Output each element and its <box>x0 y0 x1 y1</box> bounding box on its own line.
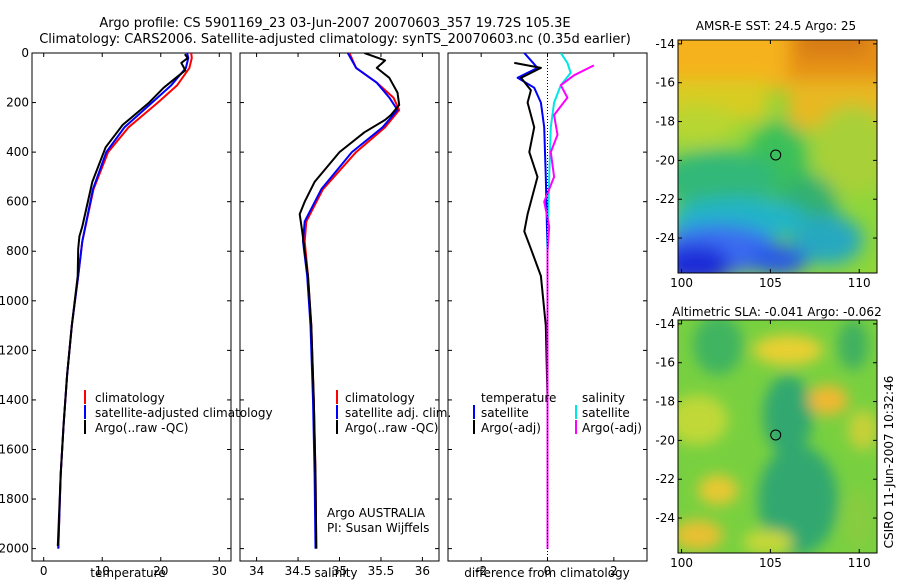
x-tick-label: 34.5 <box>285 564 312 578</box>
x-tick-label: 35 <box>332 564 347 578</box>
x-tick-label: 35.5 <box>368 564 395 578</box>
y-tick-label: -22 <box>655 192 675 206</box>
y-tick-label: -20 <box>655 153 675 167</box>
salinity-panel: 34 34.5 35 35.5 36 salinity climatology sate… <box>239 52 451 580</box>
y-tick-label: -18 <box>655 115 675 129</box>
x-tick-label: 110 <box>848 556 871 570</box>
sst-heatmap <box>678 40 877 273</box>
legend-label-satellite: satellite-adjusted climatology <box>95 406 273 420</box>
temperature-legend: climatology satellite-adjusted climatolo… <box>84 390 273 435</box>
legend-label-argo: Argo(..raw -QC) <box>95 421 188 435</box>
salinity-ticks: 34 34.5 35 35.5 36 <box>240 52 439 578</box>
series-line-climatology <box>303 53 401 549</box>
y-tick-label: -24 <box>655 231 675 245</box>
salinity-annotation-argo: Argo AUSTRALIA <box>327 506 426 520</box>
salinity-lines <box>298 53 401 549</box>
sst-ticks: -14 -16 -18 -20 -22 -24 100 105 110 <box>655 37 877 290</box>
sla-heatmap <box>678 320 877 553</box>
legend-label-temp-argo: Argo(-adj) <box>481 421 541 435</box>
y-tick-label: -24 <box>655 511 675 525</box>
credit-text: CSIRO 11-Jun-2007 10:32:46 <box>882 376 896 549</box>
sst-argo-location-marker <box>770 149 782 161</box>
y-tick-label: 600 <box>6 195 29 209</box>
salinity-xlabel: salinity <box>314 566 357 580</box>
sla-ticks: -14 -16 -18 -20 -22 -24 100 105 110 <box>655 317 877 570</box>
y-tick-label: 0 <box>21 46 29 60</box>
x-tick-label: 105 <box>759 556 782 570</box>
sla-map-title: Altimetric SLA: -0.041 Argo: -0.062 <box>672 305 881 319</box>
x-tick-label: 100 <box>670 276 693 290</box>
legend-label-sal-argo: Argo(-adj) <box>582 421 642 435</box>
y-tick-label: 1400 <box>0 393 29 407</box>
y-tick-label: -22 <box>655 472 675 486</box>
y-tick-label: 1200 <box>0 343 29 357</box>
sst-map-title: AMSR-E SST: 24.5 Argo: 25 <box>696 19 856 33</box>
series-line-temperature-argo-adj- <box>514 61 549 549</box>
figure-title-line1: Argo profile: CS 5901169_23 03-Jun-2007 … <box>99 16 570 31</box>
y-tick-label: 1600 <box>0 442 29 456</box>
sst-axes-box <box>677 39 878 274</box>
series-line-satellite-adj-clim- <box>302 53 399 549</box>
x-tick-label: 34 <box>249 564 264 578</box>
sst-map-panel: AMSR-E SST: 24.5 Argo: 25 <box>655 19 878 290</box>
legend-label-climatology: climatology <box>345 391 415 405</box>
temperature-ticks: 0 200 400 600 800 1000 1200 1400 1600 1800 2000 0 10… <box>0 46 231 578</box>
legend-title-salinity: salinity <box>582 391 625 405</box>
series-line-argo-raw-qc- <box>56 53 189 547</box>
salinity-legend: climatology satellite adj. clim. Argo(..… <box>336 390 451 435</box>
x-tick-label: 30 <box>212 564 227 578</box>
legend-label-satellite: satellite adj. clim. <box>345 406 451 420</box>
y-tick-label: 800 <box>6 244 29 258</box>
y-tick-label: -14 <box>655 317 675 331</box>
sla-argo-location-marker <box>770 429 782 441</box>
temperature-xlabel: temperature <box>90 566 165 580</box>
x-tick-label: 10 <box>95 564 110 578</box>
difference-xlabel: difference from climatology <box>464 566 630 580</box>
difference-panel: -2 0 2 difference from climatology tempera… <box>447 52 648 580</box>
y-tick-label: -16 <box>655 76 675 90</box>
x-tick-label: 0 <box>40 564 48 578</box>
difference-ticks: -2 0 2 <box>448 52 647 578</box>
x-tick-label: 2 <box>610 564 618 578</box>
difference-lines <box>514 53 595 561</box>
x-tick-label: 0 <box>544 564 552 578</box>
y-tick-label: -16 <box>655 356 675 370</box>
sla-map-panel: Altimetric SLA: -0.041 Argo: -0.062 -14-… <box>655 305 881 570</box>
y-tick-label: 1800 <box>0 492 29 506</box>
x-tick-label: -2 <box>475 564 487 578</box>
temperature-axes-box <box>31 52 232 562</box>
series-line-salinity-satellite <box>546 53 572 549</box>
y-tick-label: 1000 <box>0 294 29 308</box>
legend-label-sal-satellite: satellite <box>582 406 630 420</box>
y-tick-label: -14 <box>655 37 675 51</box>
x-tick-label: 20 <box>153 564 168 578</box>
figure-title-line2: Climatology: CARS2006. Satellite-adjuste… <box>39 32 631 47</box>
sla-axes-box <box>677 319 878 554</box>
y-tick-label: -18 <box>655 395 675 409</box>
y-tick-label: 2000 <box>0 542 29 556</box>
y-tick-label: -20 <box>655 433 675 447</box>
legend-title-temperature: temperature <box>481 391 556 405</box>
temperature-lines <box>56 53 193 549</box>
x-tick-label: 36 <box>415 564 430 578</box>
series-line-satellite-adjusted-climatology <box>57 53 190 549</box>
series-line-salinity-argo-adj- <box>543 64 595 549</box>
y-tick-label: 400 <box>6 145 29 159</box>
y-tick-label: 200 <box>6 96 29 110</box>
difference-legend: temperature satellite Argo(-adj) salinit… <box>473 391 642 435</box>
x-tick-label: 100 <box>670 556 693 570</box>
x-tick-label: 105 <box>759 276 782 290</box>
temperature-panel: 0 200 400 600 800 1000 1200 1400 1600 1800 2000 0 10… <box>0 46 273 580</box>
x-tick-label: 110 <box>848 276 871 290</box>
legend-label-climatology: climatology <box>95 391 165 405</box>
legend-label-argo: Argo(..raw -QC) <box>345 421 438 435</box>
series-line-argo-raw-qc- <box>298 53 401 549</box>
salinity-annotation-pi: PI: Susan Wijffels <box>327 521 429 535</box>
salinity-axes-box <box>239 52 440 562</box>
legend-label-temp-satellite: satellite <box>481 406 529 420</box>
